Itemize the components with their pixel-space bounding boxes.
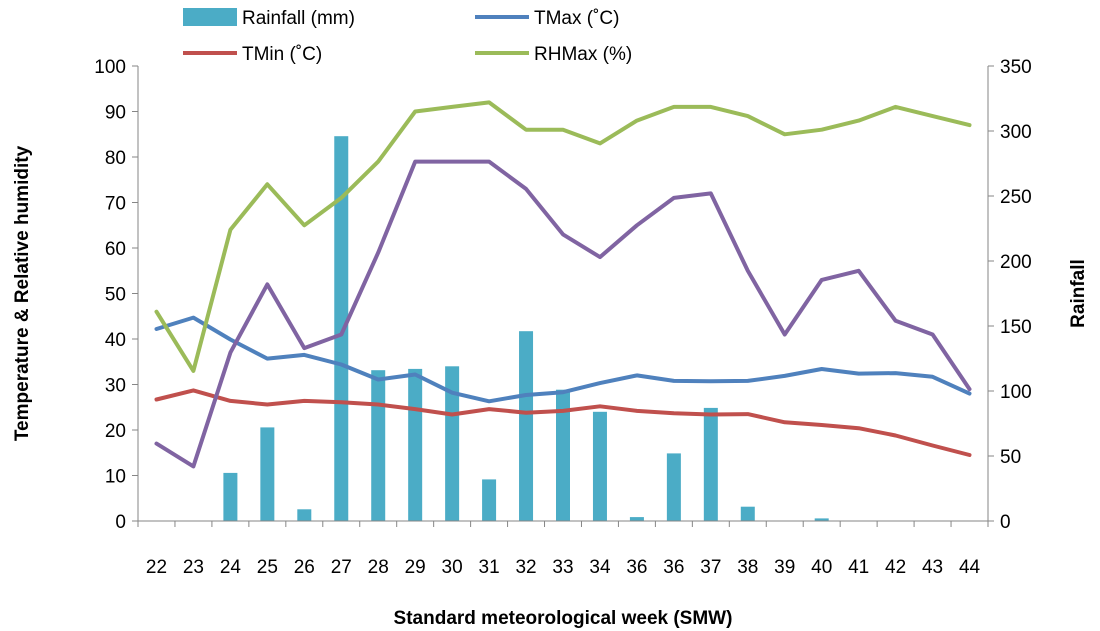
- y-right-tick-label: 50: [1000, 447, 1021, 468]
- series-lines: [154, 100, 972, 469]
- legend-label: Rainfall (mm): [242, 8, 355, 29]
- rainfall-bar: [482, 479, 497, 521]
- x-tick-label: 31: [479, 557, 500, 578]
- x-tick-label: 28: [368, 557, 389, 578]
- y-axis-right-title: Rainfall: [1068, 259, 1089, 328]
- x-tick-label: 36: [663, 557, 684, 578]
- y-right-tick-label: 200: [1000, 252, 1032, 273]
- y-left-tick-label: 10: [105, 467, 126, 488]
- rainfall-bar: [666, 453, 681, 521]
- rainfall-bar: [592, 411, 607, 521]
- y-right-tick-label: 100: [1000, 382, 1032, 403]
- series-line: [154, 315, 972, 404]
- rainfall-bar: [814, 518, 829, 521]
- y-left-tick-label: 60: [105, 239, 126, 260]
- x-tick-label: 43: [922, 557, 943, 578]
- rainfall-bars: [223, 136, 829, 521]
- legend-label: TMin (˚C): [242, 44, 322, 65]
- rainfall-bar: [408, 368, 423, 521]
- rainfall-bar: [629, 517, 644, 521]
- x-tick-label: 44: [959, 557, 981, 578]
- x-tick-label: 40: [811, 557, 832, 578]
- x-tick-label: 27: [331, 557, 352, 578]
- series-line: [154, 100, 972, 373]
- x-tick-label: 33: [552, 557, 573, 578]
- y-right-tick-label: 150: [1000, 317, 1032, 338]
- y-left-tick-label: 70: [105, 194, 126, 215]
- x-tick-label: 26: [294, 557, 315, 578]
- x-tick-label: 29: [405, 557, 426, 578]
- y-left-tick-label: 40: [105, 330, 126, 351]
- rainfall-bar: [297, 509, 312, 521]
- rainfall-bar: [371, 370, 386, 521]
- y-left-tick-label: 20: [105, 421, 126, 442]
- y-right-tick-label: 300: [1000, 122, 1032, 143]
- x-tick-label: 36: [626, 557, 647, 578]
- y-left-tick-label: 50: [105, 285, 126, 306]
- x-tick-label: 38: [737, 557, 758, 578]
- x-tick-label: 34: [589, 557, 611, 578]
- axes: 0 10 20 30 40 50 60 70 80 90 100 0 50 100 150 200 250 300…: [94, 57, 1031, 578]
- x-tick-label: 22: [146, 557, 167, 578]
- y-right-tick-label: 250: [1000, 187, 1032, 208]
- series-line: [154, 388, 972, 457]
- rainfall-bar: [740, 506, 755, 521]
- legend: Rainfall (mm) TMax (˚C) TMin (˚C) RHMax (%): [183, 8, 632, 65]
- y-left-tick-label: 30: [105, 376, 126, 397]
- rainfall-bar: [445, 366, 460, 521]
- y-axis-left-title: Temperature & Relative humidity: [12, 145, 33, 441]
- x-tick-label: 24: [220, 557, 242, 578]
- legend-label: TMax (˚C): [534, 8, 619, 29]
- x-tick-label: 42: [885, 557, 906, 578]
- legend-swatch-bar: [183, 8, 237, 26]
- x-tick-label: 23: [183, 557, 204, 578]
- x-tick-label: 39: [774, 557, 795, 578]
- x-tick-label: 41: [848, 557, 869, 578]
- rainfall-bar: [703, 407, 718, 521]
- rainfall-bar: [556, 389, 570, 521]
- y-left-tick-label: 0: [115, 512, 126, 533]
- y-left-tick-label: 100: [94, 57, 126, 78]
- legend-label: RHMax (%): [534, 44, 632, 65]
- x-tick-label: 30: [442, 557, 463, 578]
- rainfall-bar: [334, 136, 349, 521]
- series-line: [154, 159, 972, 469]
- rainfall-bar: [223, 472, 238, 521]
- y-right-tick-label: 0: [1000, 512, 1011, 533]
- rainfall-bar: [519, 331, 534, 521]
- y-left-tick-label: 80: [105, 148, 126, 169]
- x-tick-label: 32: [515, 557, 536, 578]
- rainfall-bar: [260, 427, 275, 521]
- y-left-tick-label: 90: [105, 103, 126, 124]
- y-right-tick-label: 350: [1000, 57, 1032, 78]
- x-tick-label: 37: [700, 557, 721, 578]
- x-tick-label: 25: [257, 557, 278, 578]
- x-axis-title: Standard meteorological week (SMW): [394, 608, 733, 629]
